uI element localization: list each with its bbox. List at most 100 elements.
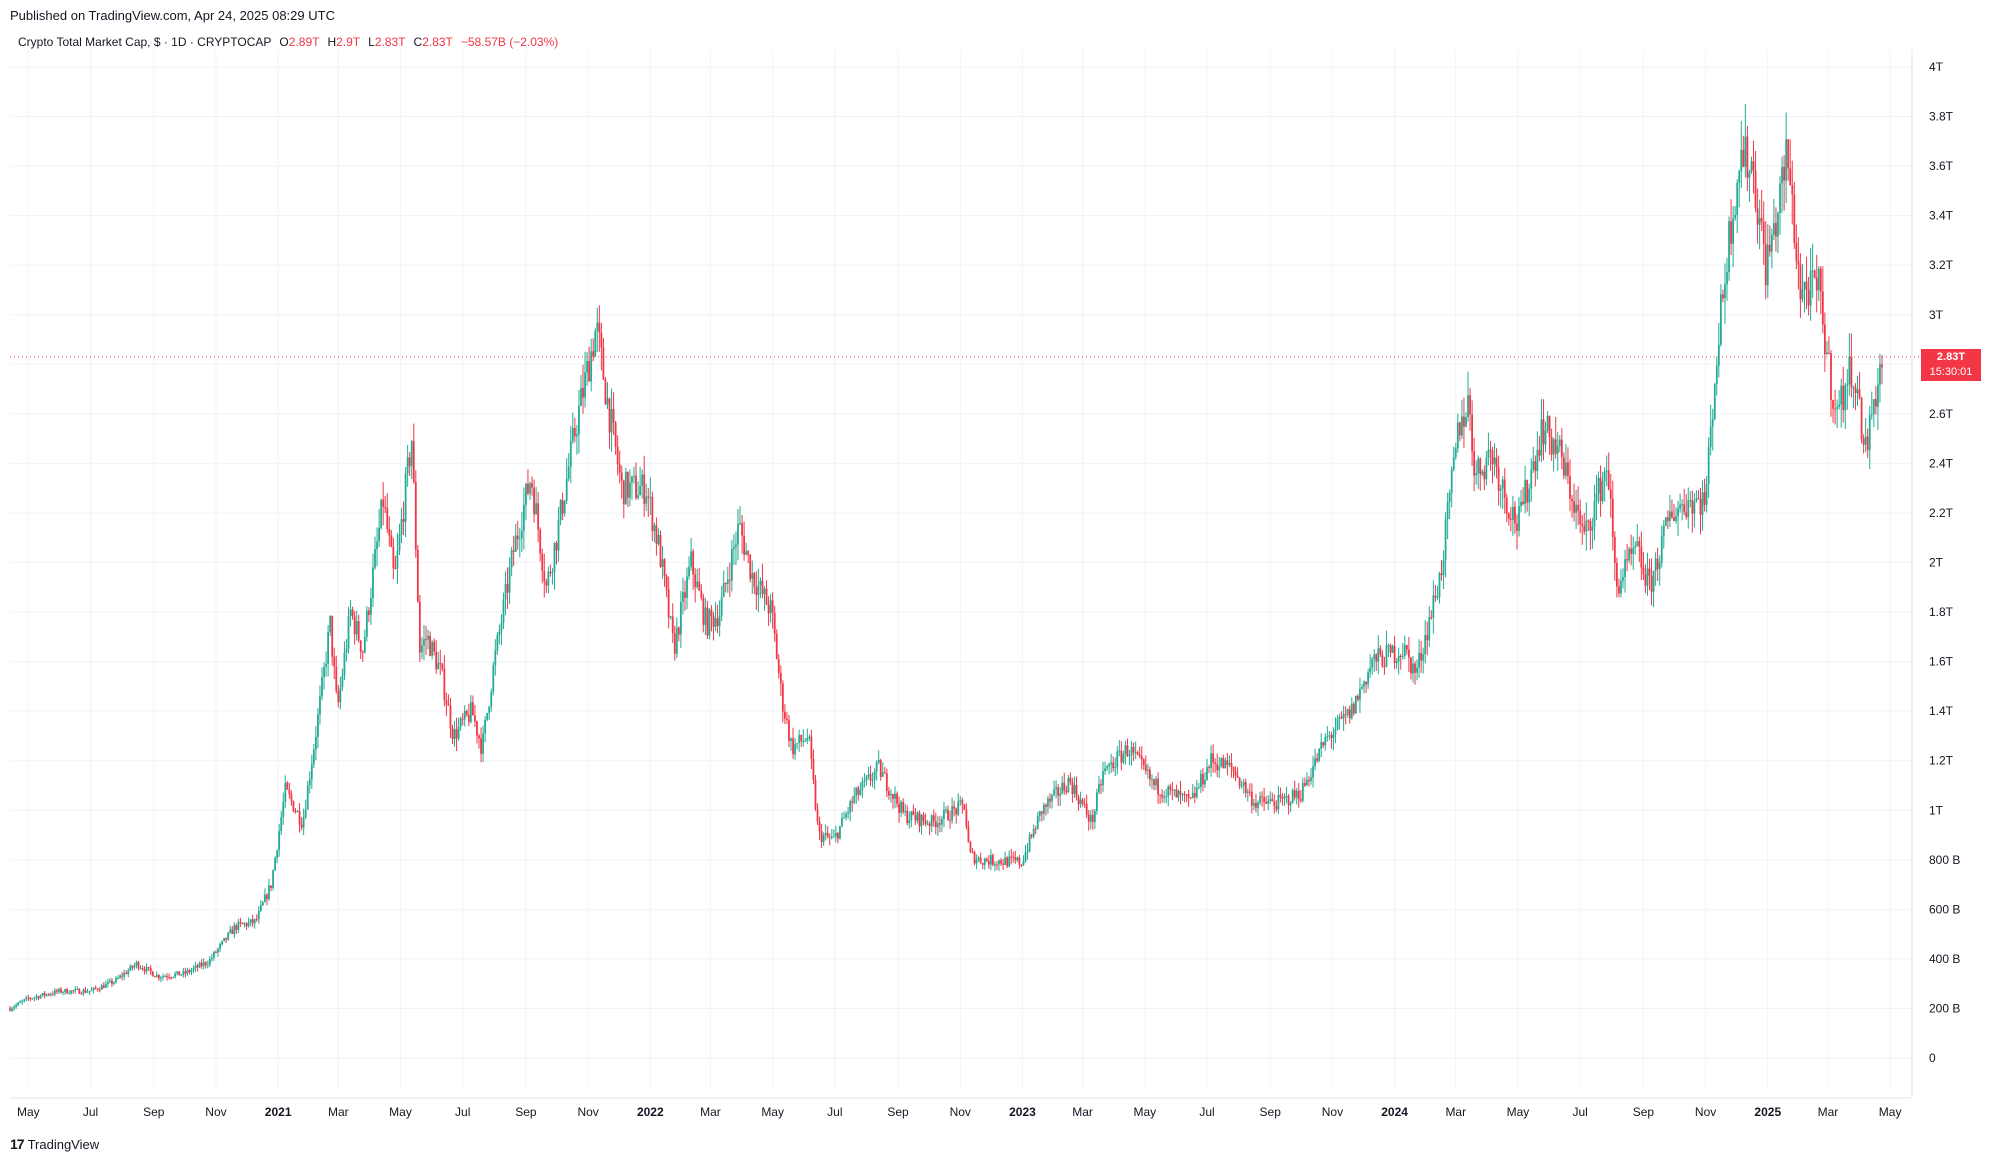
candle-body: [1770, 234, 1773, 252]
candle-body: [600, 332, 603, 348]
candle-body: [202, 962, 205, 967]
candle-body: [1499, 488, 1502, 491]
candle-body: [922, 814, 925, 821]
candle-body: [378, 527, 380, 542]
x-tick-label: Jul: [83, 1105, 98, 1119]
candle-body: [543, 571, 546, 582]
candle-body: [408, 457, 411, 467]
candle-body: [357, 621, 360, 641]
candle-body: [396, 550, 399, 569]
candle-body: [971, 851, 974, 853]
candle-body: [121, 975, 124, 977]
y-tick-label: 3.4T: [1929, 209, 1954, 223]
candle-body: [941, 818, 943, 825]
candle-body: [333, 656, 336, 667]
candle-body: [1746, 136, 1749, 178]
candle-body: [176, 971, 179, 974]
candle-body: [1803, 281, 1806, 290]
candle-body: [816, 809, 819, 822]
price-axis[interactable]: 4T3.8T3.6T3.4T3.2T3T2.8T2.6T2.4T2.2T2T1.…: [1911, 50, 1960, 1098]
x-tick-label: May: [1133, 1105, 1156, 1119]
candle-body: [1146, 769, 1149, 771]
candle-body: [433, 641, 436, 652]
candle-body: [873, 771, 876, 780]
x-tick-label: 2023: [1009, 1105, 1036, 1119]
candle-body: [406, 457, 409, 474]
candle-body: [94, 987, 97, 989]
candle-body: [841, 817, 843, 826]
candle-body: [1673, 517, 1675, 522]
candle-body: [1314, 758, 1316, 767]
candle-body: [1171, 789, 1174, 791]
candle-body: [1255, 802, 1257, 808]
candle-body: [1756, 208, 1759, 225]
candle-body: [1061, 782, 1064, 794]
candle-body: [708, 609, 711, 636]
candle-body: [1648, 568, 1651, 576]
candle-body: [1100, 784, 1102, 786]
candle-body: [1507, 513, 1510, 519]
candle-body: [229, 929, 232, 933]
candle-body: [1448, 492, 1451, 503]
candle-body: [1444, 519, 1447, 560]
candle-body: [76, 988, 79, 990]
candle-body: [239, 921, 242, 923]
candle-body: [1187, 794, 1190, 798]
candle-body: [522, 504, 525, 531]
candle-body: [879, 760, 882, 777]
candle-body: [1250, 791, 1253, 806]
time-axis[interactable]: May Jul Sep Nov 2021 Mar May Jul Sep Nov 2022 Mar Ma…: [10, 1097, 1912, 1119]
candle-body: [1377, 648, 1380, 662]
candle-body: [684, 592, 686, 598]
candle-body: [796, 743, 799, 745]
candle-body: [351, 609, 354, 617]
x-tick-label: Nov: [1695, 1105, 1716, 1119]
candle-body: [1475, 473, 1478, 476]
y-tick-label: 200 B: [1929, 1001, 1960, 1015]
candle-body: [1442, 559, 1445, 576]
close-value: 2.83T: [422, 35, 453, 49]
candle-body: [1350, 703, 1353, 719]
candle-body: [147, 967, 150, 969]
candle-body: [1087, 814, 1090, 822]
candle-body: [1018, 857, 1021, 865]
candle-body: [1766, 244, 1769, 286]
candles: [9, 104, 1883, 1013]
candle-body: [1318, 748, 1321, 761]
candle-body: [969, 842, 972, 852]
x-tick-label: Nov: [577, 1105, 598, 1119]
symbol-title[interactable]: Crypto Total Market Cap, $ · 1D · CRYPTO…: [18, 35, 272, 49]
candle-body: [679, 601, 682, 635]
candle-body: [928, 823, 931, 827]
candle-body: [881, 772, 884, 777]
candle-body: [1399, 656, 1402, 658]
candle-body: [1034, 828, 1037, 830]
candle-body: [1030, 834, 1033, 837]
y-tick-label: 600 B: [1929, 902, 1960, 916]
candle-body: [200, 962, 203, 967]
candle-body: [1369, 667, 1372, 673]
candle-body: [1083, 803, 1086, 805]
candle-body: [174, 973, 177, 977]
candle-body: [1418, 652, 1420, 668]
x-tick-label: Nov: [950, 1105, 971, 1119]
candle-body: [535, 503, 538, 515]
candle-body: [1605, 470, 1608, 472]
candle-body: [1032, 828, 1035, 837]
candle-body: [1601, 480, 1604, 502]
tradingview-brand[interactable]: 17 TradingView: [10, 1136, 99, 1152]
candle-body: [1169, 786, 1172, 790]
candle-body: [29, 998, 32, 1000]
candle-body: [659, 535, 662, 567]
candle-body: [1465, 417, 1467, 427]
candle-body: [1340, 716, 1343, 719]
candle-body: [887, 791, 890, 796]
candle-body: [1055, 787, 1058, 790]
candle-body: [1122, 754, 1125, 763]
candle-body: [1206, 767, 1208, 780]
candle-body: [1212, 753, 1215, 763]
candle-body: [1024, 852, 1027, 862]
candle-body: [814, 779, 817, 810]
candle-body: [824, 833, 827, 836]
